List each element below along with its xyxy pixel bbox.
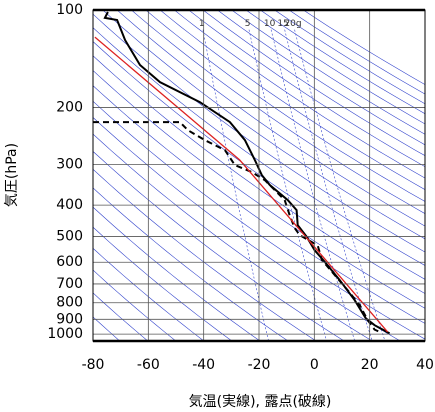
y-tick-label: 400 — [56, 197, 83, 213]
dry-adiabat — [131, 10, 425, 214]
dry-adiabat — [93, 151, 345, 341]
dry-adiabat — [93, 100, 425, 340]
y-axis-label: 気圧(hPa) — [4, 143, 20, 207]
dry-adiabat — [93, 187, 289, 341]
y-tick-label: 300 — [56, 157, 83, 173]
y-tick-label: 600 — [56, 254, 83, 270]
dry-adiabat — [288, 10, 425, 95]
plot-area — [93, 10, 425, 341]
dry-adiabat — [274, 10, 425, 105]
y-tick-label: 900 — [56, 311, 83, 327]
mixing-ratio-label: 1 — [199, 19, 205, 29]
dry-adiabat — [260, 10, 425, 115]
dry-adiabat — [93, 117, 401, 341]
dry-adiabat — [93, 269, 176, 341]
mixing-ratio-line — [284, 29, 373, 341]
x-axis-label: 気温(実線), 露点(破線) — [189, 394, 332, 410]
x-tick-label: -60 — [137, 357, 160, 373]
mixing-ratio-line — [202, 29, 269, 341]
dry-adiabat — [303, 10, 425, 85]
dry-adiabat — [174, 10, 425, 179]
dry-adiabat — [93, 41, 425, 280]
dry-adiabat — [217, 10, 425, 146]
mixing-ratio-label: 10 — [264, 19, 276, 29]
x-tick-label: 20 — [361, 357, 379, 373]
y-tick-label: 1000 — [47, 326, 83, 342]
dry-adiabat — [93, 247, 205, 341]
dry-adiabat — [245, 10, 425, 125]
mixing-ratio-label: 15 — [277, 19, 288, 29]
dry-adiabat — [93, 168, 317, 341]
mixing-ratio-label: 5 — [245, 19, 251, 29]
profile-line — [103, 11, 391, 335]
y-tick-label: 500 — [56, 229, 83, 245]
dry-adiabat — [93, 226, 233, 341]
y-tick-label: 200 — [56, 100, 83, 116]
dry-adiabat — [93, 85, 425, 324]
mixing-ratio-label: 20g — [284, 19, 301, 29]
y-tick-label: 800 — [56, 295, 83, 311]
dry-adiabat — [231, 10, 425, 135]
mixing-ratio-line — [270, 29, 355, 341]
dry-adiabat — [188, 10, 425, 168]
x-tick-label: -80 — [82, 357, 105, 373]
x-tick-label: -20 — [248, 357, 271, 373]
y-tick-label: 100 — [56, 2, 83, 18]
dry-adiabat — [93, 70, 425, 309]
dry-adiabat — [116, 10, 425, 227]
dry-adiabat — [93, 13, 425, 253]
dry-adiabat — [145, 10, 425, 202]
mixing-ratio-line — [294, 29, 386, 341]
y-tick-label: 700 — [56, 276, 83, 292]
dry-adiabat — [93, 133, 373, 341]
x-tick-label: -40 — [192, 357, 215, 373]
profile-line — [93, 121, 381, 333]
dry-adiabat — [93, 27, 425, 266]
dry-adiabat — [159, 10, 425, 191]
mixing-ratio-line — [248, 29, 327, 341]
dry-adiabat — [93, 206, 261, 341]
profile-line — [94, 36, 389, 333]
dry-adiabat — [102, 10, 425, 240]
dry-adiabat — [93, 55, 425, 294]
x-tick-label: 40 — [416, 357, 434, 373]
x-tick-label: 0 — [310, 357, 319, 373]
